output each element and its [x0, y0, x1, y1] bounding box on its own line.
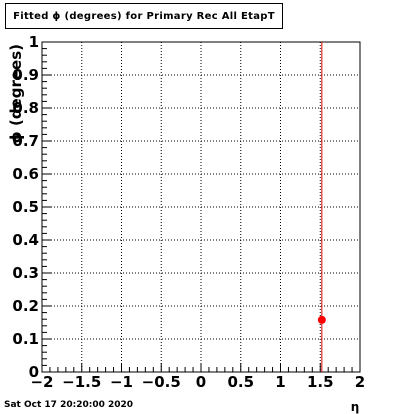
x-tick-label: −0.5 [142, 373, 181, 391]
x-tick-label: −1 [110, 373, 133, 391]
chart-title: Fitted ϕ (degrees) for Primary Rec All E… [13, 10, 275, 22]
y-axis-title: ϕ (degrees) [7, 44, 25, 143]
y-tick-label: 0.6 [12, 165, 39, 183]
x-tick-label: 1 [275, 373, 285, 391]
x-tick-label: −1.5 [62, 373, 101, 391]
y-tick-label: 0.4 [12, 231, 39, 249]
y-tick-label: 1 [29, 33, 39, 51]
y-tick-label: 0 [29, 363, 39, 381]
y-tick-label: 0.7 [12, 132, 39, 150]
x-tick-label: −2 [30, 373, 53, 391]
timestamp: Sat Oct 17 20:20:00 2020 [4, 400, 134, 410]
x-tick-label: 0 [196, 373, 206, 391]
y-tick-label: 0.1 [12, 330, 39, 348]
chart-title-box: Fitted ϕ (degrees) for Primary Rec All E… [5, 3, 283, 29]
x-tick-label: 2 [355, 373, 365, 391]
y-tick-label: 0.5 [12, 198, 39, 216]
y-tick-label: 0.3 [12, 264, 39, 282]
y-tick-label: 0.8 [12, 99, 39, 117]
x-axis-title: η [351, 400, 360, 414]
x-tick-label: 1.5 [307, 373, 334, 391]
x-tick-label: 0.5 [227, 373, 254, 391]
data-point [317, 315, 326, 324]
y-tick-label: 0.2 [12, 297, 39, 315]
y-tick-label: 0.9 [12, 66, 39, 84]
